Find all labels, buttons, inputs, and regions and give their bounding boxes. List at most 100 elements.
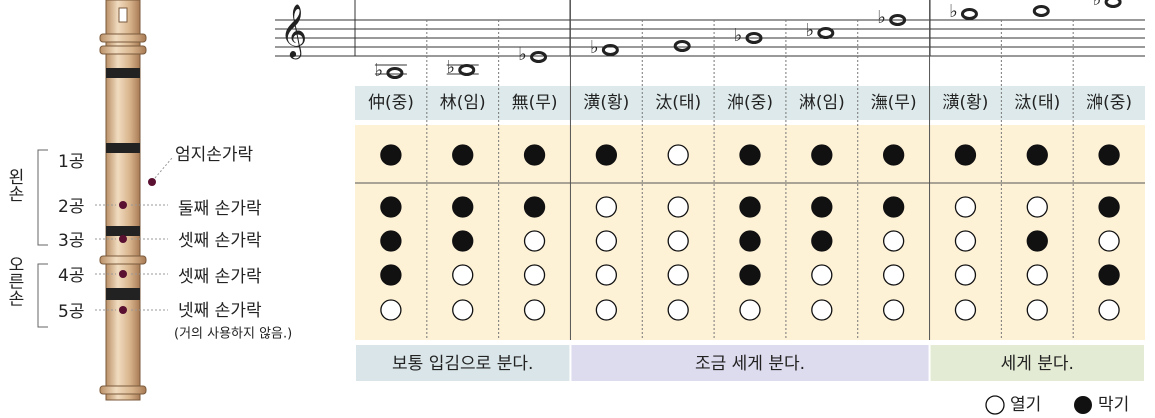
hole-label: 3공 <box>58 231 84 251</box>
flat-sign: ♭ <box>375 60 384 81</box>
open-hole <box>739 299 761 321</box>
closed-hole <box>739 144 761 166</box>
note-name: 㴢(중) <box>1086 93 1132 113</box>
open-hole <box>1098 299 1120 321</box>
flat-sign: ♭ <box>446 57 455 78</box>
flat-sign: ♭ <box>1093 0 1102 10</box>
flat-sign: ♭ <box>590 37 599 58</box>
open-hole <box>811 264 833 286</box>
open-hole <box>1026 264 1048 286</box>
open-hole <box>595 196 618 218</box>
open-hole <box>667 230 689 252</box>
leader <box>154 157 173 179</box>
closed-hole <box>380 264 402 286</box>
notehead <box>1104 0 1122 8</box>
hole <box>119 201 127 209</box>
open-hole <box>667 264 689 286</box>
notehead <box>601 44 619 56</box>
closed-hole <box>452 196 474 218</box>
closed-hole <box>452 230 474 252</box>
open-hole <box>380 299 402 321</box>
notehead <box>530 51 548 63</box>
breath-band <box>930 345 1144 381</box>
note-name: 汰(태) <box>655 93 701 113</box>
flat-sign: ♭ <box>734 25 743 46</box>
notehead <box>386 67 404 79</box>
breath-label: 세게 분다. <box>1001 354 1074 374</box>
finger-label: 셋째 손가락 <box>178 267 262 287</box>
closed-hole <box>882 196 905 218</box>
open-hole <box>882 299 905 321</box>
open-hole <box>882 230 905 252</box>
staff: 𝄞 <box>275 0 1145 59</box>
closed-hole <box>811 230 833 252</box>
note-name: 㳞(중) <box>727 93 773 113</box>
finger-label: 넷째 손가락 <box>178 301 262 321</box>
notehead <box>1032 5 1050 17</box>
closed-hole <box>380 144 402 166</box>
note-name: 㳲(태) <box>1014 93 1060 113</box>
closed-hole <box>595 144 618 166</box>
flat-sign: ♭ <box>518 44 527 65</box>
closed-hole <box>380 196 402 218</box>
closed-hole <box>1026 144 1048 166</box>
open-hole <box>523 299 546 321</box>
breath-label: 조금 세게 분다. <box>695 354 805 374</box>
notehead <box>673 40 691 52</box>
flat-sign: ♭ <box>806 20 815 41</box>
open-hole <box>595 264 618 286</box>
legend-label: 막기 <box>1098 395 1129 415</box>
open-hole <box>1026 299 1048 321</box>
open-hole <box>452 299 474 321</box>
closed-hole <box>1026 230 1048 252</box>
hole <box>119 235 127 243</box>
breath-band <box>571 345 929 381</box>
closed-hole <box>811 196 833 218</box>
flat-sign: ♭ <box>949 1 958 22</box>
finger-label: 엄지손가락 <box>175 145 254 165</box>
note-name: 無(무) <box>512 93 558 113</box>
open-hole <box>1026 196 1048 218</box>
closed-hole <box>739 230 761 252</box>
hole-label: 5공 <box>58 302 84 322</box>
closed-hole <box>380 230 402 252</box>
note-name: 仲(중) <box>368 93 414 113</box>
hand-label: 오른손 <box>4 256 24 307</box>
open-hole <box>1098 230 1120 252</box>
finger-label: 둘째 손가락 <box>178 199 262 219</box>
flute <box>99 0 156 401</box>
note-row-bg <box>355 86 1145 120</box>
note-name: 林(임) <box>440 93 486 113</box>
hole-label: 2공 <box>58 197 84 217</box>
note-name: 淋(임) <box>799 93 845 113</box>
open-hole <box>523 264 546 286</box>
closed-hole <box>811 144 833 166</box>
open-hole <box>954 299 977 321</box>
notehead <box>960 8 978 20</box>
closed-hole <box>523 144 546 166</box>
open-hole <box>523 230 546 252</box>
flat-sign: ♭ <box>877 7 886 28</box>
open-hole <box>452 264 474 286</box>
closed-hole <box>954 144 977 166</box>
open-hole <box>882 264 905 286</box>
open-hole <box>595 299 618 321</box>
open-hole <box>667 196 689 218</box>
open-hole <box>667 299 689 321</box>
legend-open <box>985 395 1005 415</box>
notehead <box>817 27 835 39</box>
open-hole <box>954 264 977 286</box>
closed-hole <box>1098 144 1120 166</box>
open-hole <box>811 299 833 321</box>
breath-label: 보통 입김으로 분다. <box>392 354 533 374</box>
finger-label: 셋째 손가락 <box>178 231 262 251</box>
legend-closed <box>1074 396 1092 414</box>
hole <box>119 270 127 278</box>
closed-hole <box>1098 196 1120 218</box>
open-hole <box>954 230 977 252</box>
closed-hole <box>739 264 761 286</box>
hand-bracket <box>37 149 48 246</box>
open-hole <box>667 144 689 166</box>
note-name: 潕(무) <box>871 93 917 113</box>
